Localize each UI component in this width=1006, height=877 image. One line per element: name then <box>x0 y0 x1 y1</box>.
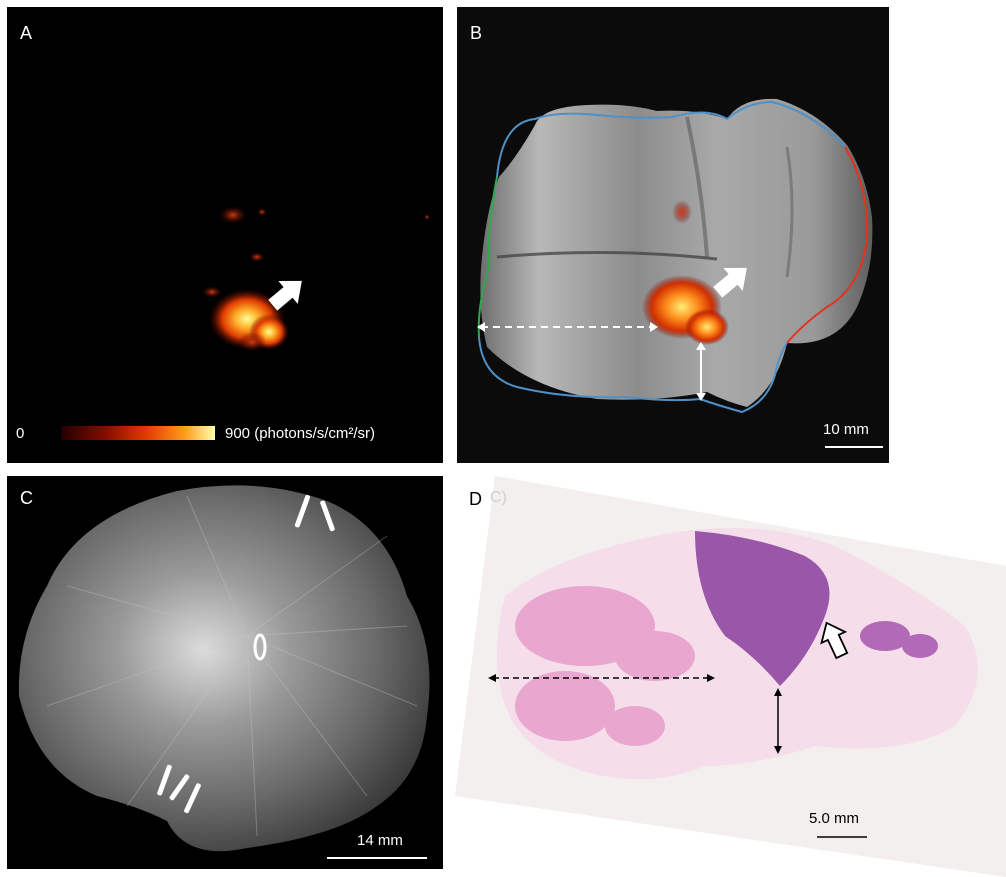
margin-outline-top <box>496 100 846 178</box>
scale-bar-label: 10 mm <box>823 421 869 438</box>
panel-b: B 10 mm <box>457 7 889 463</box>
panel-a: A 0 900 (photons/s/cm²/sr) <box>7 7 443 463</box>
scale-bar-label: 5.0 mm <box>809 810 860 827</box>
panel-c: C 14 mm <box>7 476 443 869</box>
panel-label-d: D <box>469 489 482 509</box>
panel-label-c: C <box>20 488 33 508</box>
panel-label-d-extra: C) <box>490 489 507 506</box>
margin-outline-right <box>786 146 869 344</box>
open-arrow-icon <box>820 621 849 660</box>
colorbar <box>61 426 215 440</box>
breast-tissue <box>18 485 430 852</box>
scale-bar-label: 14 mm <box>357 832 403 849</box>
margin-outline-left <box>477 176 498 338</box>
tissue-specimen <box>480 98 873 408</box>
colorbar-max-label: 900 (photons/s/cm²/sr) <box>225 425 376 442</box>
panel-d: D C) 5.0 mm <box>455 476 1006 877</box>
specimen-photo <box>477 98 883 448</box>
signal-spot <box>219 206 247 224</box>
surgical-clips <box>157 494 335 814</box>
histology-slide <box>455 476 1006 877</box>
arrow-icon <box>713 267 747 298</box>
tumor-region <box>695 531 830 686</box>
luminescence-image <box>61 206 430 440</box>
panel-label-b: B <box>470 23 483 43</box>
margin-outline-bottom <box>478 336 788 414</box>
panel-label-a: A <box>20 23 33 43</box>
arrow-icon <box>268 280 302 311</box>
colorbar-min-label: 0 <box>16 425 25 442</box>
specimen-radiograph <box>18 485 430 859</box>
